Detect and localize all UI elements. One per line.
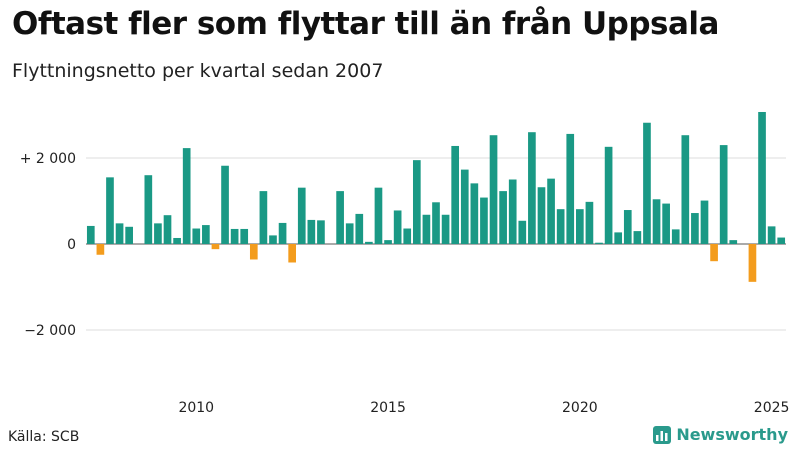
bar: [173, 237, 181, 244]
bar: [623, 210, 632, 244]
bar: [652, 199, 661, 244]
bar: [643, 122, 651, 244]
bar: [556, 209, 565, 244]
bar: [528, 132, 536, 244]
bar: [576, 209, 584, 244]
chart-subtitle: Flyttningsnetto per kvartal sedan 2007: [12, 60, 384, 82]
bar: [633, 231, 642, 244]
bar: [700, 200, 709, 244]
bar: [115, 223, 124, 244]
bar: [125, 226, 133, 244]
x-tick-label: 2025: [754, 400, 790, 416]
bar: [748, 244, 757, 282]
bar: [767, 226, 776, 244]
bar: [355, 213, 364, 244]
bar: [710, 244, 718, 262]
bar: [96, 244, 105, 255]
x-tick-label: 2010: [178, 400, 214, 416]
chart-title: Oftast fler som flyttar till än från Upp…: [12, 6, 719, 42]
bar: [336, 191, 344, 244]
bar: [307, 219, 316, 244]
x-tick-label: 2020: [562, 400, 598, 416]
bar: [384, 240, 392, 244]
bar: [691, 213, 699, 244]
bar: [662, 203, 670, 244]
bar: [192, 228, 201, 244]
bar: [604, 146, 613, 244]
bar: [249, 244, 258, 260]
bar: [470, 183, 479, 244]
bar: [441, 214, 450, 244]
bar: [144, 175, 153, 244]
x-tick-label: 2015: [370, 400, 406, 416]
bar: [489, 135, 498, 244]
bar: [595, 242, 603, 244]
source-label: Källa: SCB: [8, 429, 80, 445]
bar: [317, 220, 325, 244]
bar: [518, 220, 527, 244]
chart-logo-icon: [653, 425, 672, 444]
y-tick-label: + 2 000: [20, 151, 76, 167]
bar: [393, 210, 402, 244]
bar: [345, 223, 354, 244]
bar: [537, 187, 546, 244]
bar: [259, 191, 268, 244]
brand-name: Newsworthy: [676, 425, 788, 444]
bar: [403, 228, 412, 244]
bar: [221, 165, 229, 244]
bar: [211, 244, 220, 250]
bar: [297, 187, 306, 244]
bar: [278, 222, 287, 244]
bar: [758, 111, 766, 245]
bar: [202, 225, 210, 244]
bar: [508, 179, 517, 244]
bar: [154, 223, 162, 244]
y-tick-label: 0: [67, 237, 76, 253]
bar: [614, 232, 623, 244]
bar: [499, 191, 507, 244]
bar: [547, 178, 555, 244]
bar: [566, 133, 575, 244]
bar: [671, 229, 680, 244]
bar: [480, 197, 488, 244]
bar: [681, 135, 690, 244]
bar: [86, 225, 95, 244]
bar: [269, 235, 277, 244]
bar: [412, 160, 421, 244]
bar: [451, 145, 460, 244]
bar: [365, 241, 373, 244]
bar: [182, 148, 191, 244]
brand-logo: Newsworthy: [653, 425, 788, 444]
bar: [288, 244, 296, 263]
bar: [585, 201, 594, 244]
bar: [432, 202, 440, 244]
bar: [422, 214, 431, 244]
y-tick-label: −2 000: [24, 323, 76, 339]
bar: [460, 169, 469, 244]
bar: [163, 215, 172, 244]
bar: [729, 240, 738, 244]
bar: [777, 237, 786, 244]
bar: [374, 187, 383, 244]
bar: [719, 145, 728, 244]
bar: [230, 228, 239, 244]
bar: [106, 177, 114, 244]
bar: [240, 228, 249, 244]
